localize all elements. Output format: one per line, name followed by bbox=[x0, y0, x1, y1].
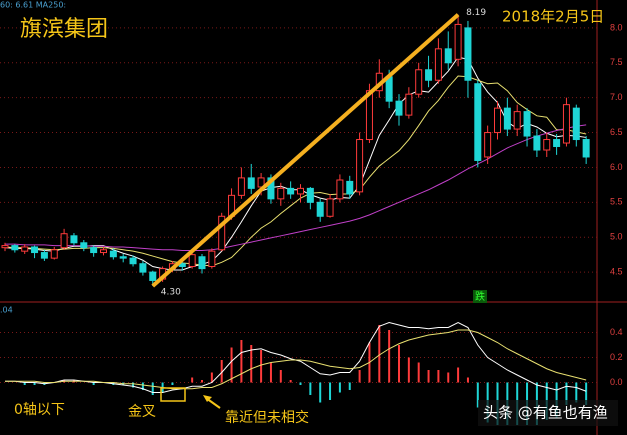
candle-body bbox=[365, 90, 373, 141]
candle-body bbox=[60, 233, 68, 249]
candle-body bbox=[572, 107, 580, 141]
candle-body bbox=[21, 246, 29, 252]
chart-title: 旗滨集团 bbox=[20, 17, 108, 42]
y-tick-label: 7.0 bbox=[610, 92, 623, 102]
line bbox=[4, 56, 587, 271]
candle-body bbox=[474, 83, 482, 161]
line bbox=[5, 124, 587, 251]
candle-body bbox=[297, 187, 304, 195]
candle-body bbox=[306, 187, 314, 203]
candle-body bbox=[287, 187, 295, 195]
candle-body bbox=[40, 252, 48, 259]
candle-body bbox=[582, 139, 590, 158]
candle-body bbox=[464, 27, 472, 81]
candle-body bbox=[129, 257, 137, 265]
y-tick-label: 0.4 bbox=[610, 327, 623, 337]
candle-body bbox=[198, 256, 206, 270]
candle-body bbox=[188, 254, 196, 268]
trend-line bbox=[151, 13, 460, 288]
candle-body bbox=[218, 215, 226, 251]
candle-body bbox=[523, 111, 531, 137]
y-tick-label: 4.5 bbox=[610, 266, 623, 276]
annotation: 0轴以下 bbox=[14, 402, 65, 418]
candle-body bbox=[415, 69, 423, 95]
candle-body bbox=[109, 250, 117, 258]
ma-header: 60: 6.61 MA250: bbox=[0, 1, 66, 10]
date-label: 2018年2月5日 bbox=[502, 8, 604, 26]
candle-body bbox=[90, 247, 98, 254]
line bbox=[5, 329, 587, 390]
watermark-bg bbox=[478, 400, 618, 426]
candle-body bbox=[494, 107, 501, 134]
signal-label: 跌 bbox=[475, 290, 485, 303]
watermark: 头条 @有鱼也有渔 bbox=[483, 404, 608, 422]
candle-body bbox=[100, 249, 107, 254]
candle-body bbox=[237, 177, 245, 196]
arrow-head bbox=[203, 395, 212, 402]
candle-body bbox=[80, 242, 88, 249]
annotation: 靠近但未相交 bbox=[225, 409, 309, 426]
y-tick-label: 5.5 bbox=[610, 197, 623, 207]
signal-box bbox=[473, 290, 487, 303]
macd-header: .04 bbox=[0, 306, 13, 315]
candle-body bbox=[553, 139, 561, 148]
y-tick-label: 5.0 bbox=[610, 232, 623, 242]
candle-body bbox=[425, 69, 433, 81]
candle-body bbox=[533, 135, 541, 151]
candle-body bbox=[316, 201, 324, 217]
annotation: 金叉 bbox=[128, 404, 156, 420]
candle-body bbox=[31, 246, 39, 254]
candle-body bbox=[434, 48, 442, 81]
candle-body bbox=[444, 48, 452, 64]
y-tick-label: 0.0 bbox=[610, 377, 623, 387]
y-tick-label: 8.0 bbox=[610, 22, 623, 32]
extreme-label: 4.30 bbox=[161, 288, 181, 298]
candle-body bbox=[208, 250, 216, 268]
candle-body bbox=[139, 263, 147, 273]
candle-body bbox=[119, 256, 127, 259]
cross-box bbox=[160, 387, 186, 402]
line bbox=[4, 75, 587, 267]
y-tick-label: 7.5 bbox=[610, 57, 623, 67]
candle-body bbox=[267, 177, 275, 200]
candle-body bbox=[562, 104, 570, 144]
candle-body bbox=[247, 177, 255, 189]
candle-body bbox=[513, 111, 521, 130]
candle-body bbox=[257, 177, 265, 188]
candle-body bbox=[1, 245, 9, 249]
y-tick-label: 0.2 bbox=[610, 352, 623, 362]
candle-body bbox=[503, 107, 511, 130]
candle-body bbox=[336, 179, 344, 200]
candle-body bbox=[149, 271, 157, 281]
candle-body bbox=[484, 132, 492, 158]
candle-body bbox=[70, 235, 78, 244]
y-tick-label: 6.0 bbox=[610, 162, 623, 172]
candle-body bbox=[405, 93, 413, 116]
extreme-label: 8.19 bbox=[466, 8, 486, 18]
candle-body bbox=[277, 187, 285, 200]
candle-body bbox=[395, 100, 403, 116]
candle-body bbox=[346, 180, 354, 195]
y-tick-label: 6.5 bbox=[610, 127, 623, 137]
candle-body bbox=[326, 198, 334, 217]
candle-body bbox=[454, 23, 462, 60]
candle-body bbox=[50, 249, 58, 259]
candle-body bbox=[356, 139, 364, 193]
candle-body bbox=[543, 139, 551, 151]
candle-body bbox=[11, 245, 19, 251]
